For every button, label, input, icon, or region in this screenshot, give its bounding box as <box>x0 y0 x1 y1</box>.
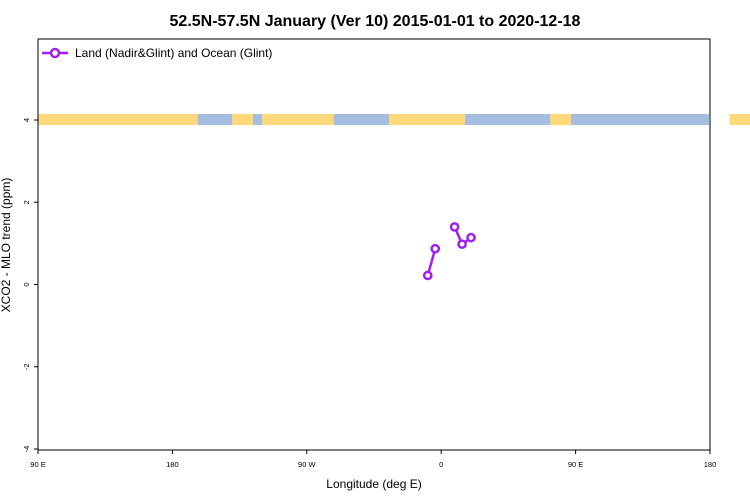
band-land <box>232 114 254 125</box>
data-point <box>466 232 476 243</box>
band-land <box>729 114 750 125</box>
data-point <box>430 243 441 254</box>
y-tick-label: 2 <box>22 200 31 204</box>
y-tick-label: 0 <box>22 282 31 286</box>
x-axis-label: Longitude (deg E) <box>326 477 421 491</box>
band-land <box>388 114 466 125</box>
plot-frame <box>37 38 711 451</box>
data-point <box>422 270 433 281</box>
y-axis-label: XCO2 - MLO trend (ppm) <box>0 178 13 313</box>
legend-marker-icon <box>49 47 61 59</box>
x-tick-label: 90 W <box>298 460 316 469</box>
data-point <box>457 239 467 250</box>
band-land <box>262 114 334 125</box>
legend-label: Land (Nadir&Glint) and Ocean (Glint) <box>75 46 272 60</box>
x-tick-label: 90 E <box>30 460 45 469</box>
legend: Land (Nadir&Glint) and Ocean (Glint) <box>42 46 272 60</box>
band-land <box>550 114 572 125</box>
series-layer <box>422 222 476 281</box>
y-tick-label: 4 <box>22 118 31 122</box>
data-point <box>449 222 460 232</box>
band-land <box>38 114 198 125</box>
chart-title: 52.5N-57.5N January (Ver 10) 2015-01-01 … <box>170 13 581 30</box>
land-ocean-band <box>38 114 750 125</box>
x-tick-label: 90 E <box>568 460 583 469</box>
y-tick-label: -4 <box>22 446 31 453</box>
x-tick-label: 180 <box>166 460 179 469</box>
axis-ticks: 90 E 180 90 W 0 90 E 180 -4 -2 0 2 4 <box>22 118 716 469</box>
y-tick-label: -2 <box>22 363 31 370</box>
band-ocean <box>39 114 709 125</box>
x-tick-label: 180 <box>704 460 717 469</box>
x-tick-label: 0 <box>439 460 443 469</box>
